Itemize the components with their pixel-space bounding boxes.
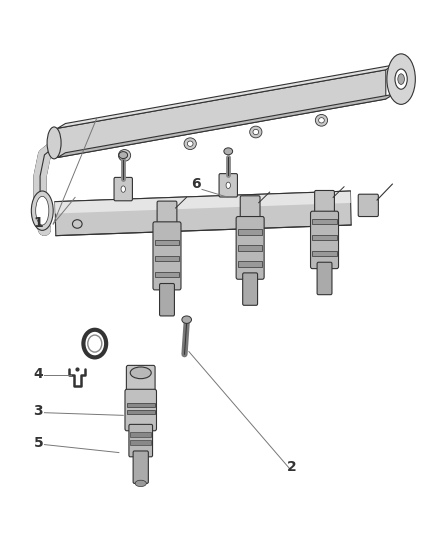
Ellipse shape bbox=[187, 141, 193, 147]
Bar bbox=[154, 256, 179, 261]
Ellipse shape bbox=[121, 186, 125, 192]
Ellipse shape bbox=[394, 69, 406, 89]
Text: 4: 4 bbox=[33, 367, 43, 381]
Text: 5: 5 bbox=[33, 436, 43, 450]
Ellipse shape bbox=[314, 115, 327, 126]
Bar bbox=[237, 245, 262, 251]
Ellipse shape bbox=[72, 220, 82, 228]
Ellipse shape bbox=[121, 153, 127, 158]
FancyBboxPatch shape bbox=[219, 174, 237, 197]
Bar bbox=[154, 272, 179, 277]
Ellipse shape bbox=[397, 74, 403, 84]
FancyBboxPatch shape bbox=[157, 201, 177, 225]
Ellipse shape bbox=[181, 316, 191, 324]
Bar bbox=[127, 409, 154, 414]
Bar bbox=[130, 440, 151, 445]
FancyBboxPatch shape bbox=[242, 273, 257, 305]
FancyBboxPatch shape bbox=[126, 366, 155, 396]
Bar bbox=[237, 261, 262, 266]
Text: 6: 6 bbox=[191, 177, 200, 191]
Text: 3: 3 bbox=[33, 405, 43, 418]
Polygon shape bbox=[57, 70, 385, 158]
Ellipse shape bbox=[130, 367, 151, 378]
FancyBboxPatch shape bbox=[133, 451, 148, 483]
Ellipse shape bbox=[249, 126, 261, 138]
Ellipse shape bbox=[226, 182, 230, 189]
FancyBboxPatch shape bbox=[316, 262, 331, 295]
FancyBboxPatch shape bbox=[310, 211, 338, 269]
FancyBboxPatch shape bbox=[240, 196, 259, 220]
Bar bbox=[311, 235, 336, 240]
Ellipse shape bbox=[31, 191, 53, 230]
FancyBboxPatch shape bbox=[114, 177, 132, 201]
FancyBboxPatch shape bbox=[152, 222, 180, 290]
Polygon shape bbox=[57, 94, 393, 158]
FancyBboxPatch shape bbox=[129, 424, 152, 457]
Ellipse shape bbox=[135, 480, 146, 487]
Ellipse shape bbox=[223, 148, 232, 155]
FancyBboxPatch shape bbox=[357, 194, 378, 216]
Ellipse shape bbox=[35, 196, 49, 225]
Bar bbox=[127, 402, 154, 407]
Polygon shape bbox=[55, 191, 350, 236]
FancyBboxPatch shape bbox=[125, 389, 156, 431]
Polygon shape bbox=[55, 191, 350, 214]
Ellipse shape bbox=[318, 118, 324, 123]
Ellipse shape bbox=[118, 150, 131, 161]
Ellipse shape bbox=[386, 54, 414, 104]
Text: 2: 2 bbox=[287, 460, 297, 474]
Bar bbox=[237, 229, 262, 235]
FancyBboxPatch shape bbox=[314, 190, 334, 215]
Ellipse shape bbox=[47, 127, 61, 159]
Text: 1: 1 bbox=[33, 216, 43, 230]
Ellipse shape bbox=[119, 151, 127, 158]
Ellipse shape bbox=[184, 138, 196, 150]
Bar bbox=[154, 240, 179, 245]
Polygon shape bbox=[57, 65, 393, 128]
FancyBboxPatch shape bbox=[159, 284, 174, 316]
Bar bbox=[130, 432, 151, 437]
FancyBboxPatch shape bbox=[236, 216, 264, 279]
Bar bbox=[311, 251, 336, 256]
Ellipse shape bbox=[252, 130, 258, 135]
Bar bbox=[311, 219, 336, 224]
